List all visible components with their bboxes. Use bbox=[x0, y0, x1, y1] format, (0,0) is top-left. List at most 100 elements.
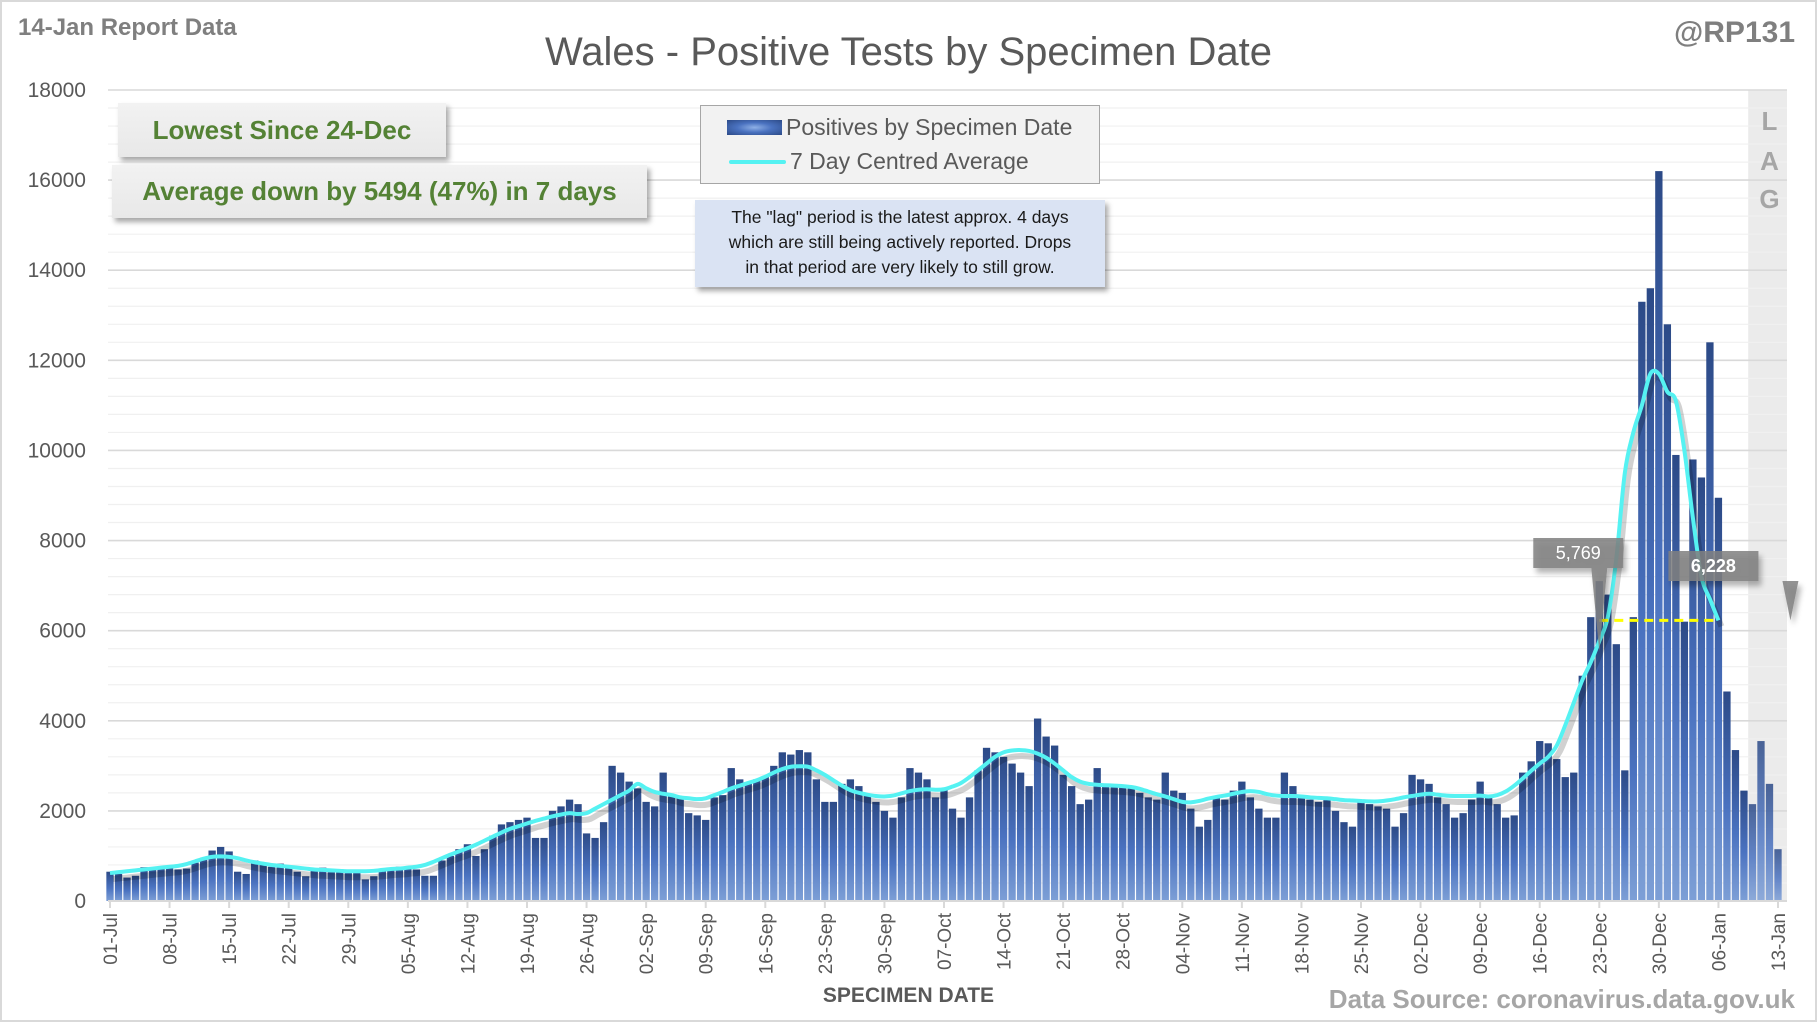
x-tick-label: 30-Dec bbox=[1650, 913, 1671, 974]
bar bbox=[599, 822, 608, 901]
bar bbox=[1016, 772, 1025, 901]
y-tick-label: 10000 bbox=[28, 439, 86, 462]
bar bbox=[191, 862, 199, 901]
bar bbox=[1680, 621, 1689, 901]
bar bbox=[285, 866, 293, 901]
bar bbox=[1740, 790, 1748, 901]
bar bbox=[1484, 797, 1493, 901]
bar bbox=[829, 801, 838, 901]
x-tick-label: 16-Dec bbox=[1531, 913, 1552, 974]
bar bbox=[650, 806, 659, 901]
y-axis: 0 2000 4000 6000 8000 10000 12000 14000 16000 180… bbox=[28, 79, 86, 913]
bar bbox=[1263, 817, 1272, 901]
bar bbox=[880, 810, 889, 901]
bar bbox=[216, 846, 225, 901]
bar bbox=[1697, 477, 1706, 901]
x-tick-label: 19-Aug bbox=[518, 913, 539, 974]
bar bbox=[1391, 826, 1399, 901]
bar bbox=[1612, 644, 1620, 901]
bar bbox=[1374, 806, 1382, 901]
bar bbox=[1136, 792, 1144, 901]
bar bbox=[1621, 770, 1629, 901]
bar bbox=[514, 819, 523, 901]
annotation-box bbox=[1668, 551, 1759, 581]
bar bbox=[353, 873, 361, 901]
bar bbox=[1340, 822, 1348, 901]
bar bbox=[268, 866, 276, 901]
bar bbox=[591, 837, 599, 901]
bar bbox=[1476, 781, 1484, 901]
bar bbox=[1587, 617, 1595, 901]
bar bbox=[463, 844, 472, 901]
x-tick-label: 13-Jan bbox=[1769, 913, 1790, 971]
bar bbox=[625, 781, 633, 901]
bar bbox=[812, 779, 821, 901]
chart-legend: Positives by Specimen Date 7 Day Centred… bbox=[700, 105, 1100, 184]
bar bbox=[1033, 718, 1042, 901]
bar bbox=[872, 801, 880, 901]
x-tick-label: 15-Jul bbox=[220, 913, 241, 965]
legend-bars-label: Positives by Specimen Date bbox=[786, 114, 1073, 140]
legend-line-swatch-icon bbox=[729, 159, 786, 164]
x-tick-label: 29-Jul bbox=[339, 913, 360, 965]
bar bbox=[327, 872, 335, 901]
chart-title: Wales - Positive Tests by Specimen Date bbox=[545, 30, 1272, 74]
annotation-box bbox=[1533, 538, 1624, 568]
bar bbox=[821, 801, 829, 901]
bar bbox=[1561, 777, 1569, 901]
bar bbox=[540, 837, 548, 901]
bar bbox=[361, 879, 369, 901]
bar bbox=[1731, 750, 1740, 901]
bar bbox=[676, 797, 684, 901]
bar bbox=[940, 788, 948, 901]
bar bbox=[965, 797, 974, 901]
bar bbox=[259, 864, 267, 901]
x-tick-label: 26-Aug bbox=[578, 913, 599, 974]
annotation-label: 5,769 bbox=[1556, 543, 1601, 563]
bar bbox=[199, 857, 208, 901]
bar bbox=[702, 819, 710, 901]
bar bbox=[182, 868, 191, 901]
bar bbox=[574, 804, 582, 901]
bar bbox=[1050, 745, 1059, 901]
bar bbox=[1221, 799, 1229, 901]
bar bbox=[531, 837, 540, 901]
x-tick-label: 22-Jul bbox=[280, 913, 301, 965]
bar bbox=[668, 795, 676, 901]
bar bbox=[1170, 790, 1178, 901]
bar bbox=[1459, 813, 1467, 901]
y-tick-label: 6000 bbox=[39, 620, 86, 643]
x-tick-label: 01-Jul bbox=[101, 913, 122, 965]
bar bbox=[616, 772, 625, 901]
bar bbox=[1195, 826, 1203, 901]
bar bbox=[982, 747, 991, 901]
lag-region bbox=[1748, 90, 1787, 901]
x-tick-label: 30-Sep bbox=[875, 913, 896, 974]
bar bbox=[1629, 617, 1637, 901]
bar bbox=[1314, 801, 1323, 901]
bar bbox=[1289, 786, 1297, 901]
bar bbox=[778, 752, 786, 901]
x-tick-label: 21-Oct bbox=[1054, 912, 1075, 970]
y-tick-label: 4000 bbox=[39, 710, 86, 733]
note-line-2: which are still being actively reported.… bbox=[728, 232, 1072, 252]
bar bbox=[1646, 288, 1655, 901]
bar bbox=[1187, 808, 1195, 901]
bar bbox=[1348, 826, 1357, 901]
legend-entry-average: 7 Day Centred Average bbox=[729, 148, 1029, 175]
bar bbox=[1331, 810, 1340, 901]
bar bbox=[131, 875, 140, 901]
bar bbox=[1510, 815, 1518, 901]
bar bbox=[208, 850, 216, 901]
bar bbox=[1519, 772, 1527, 901]
bar bbox=[1238, 781, 1246, 901]
bar bbox=[1442, 804, 1450, 901]
bar bbox=[855, 786, 863, 901]
bar bbox=[1144, 797, 1152, 901]
bar bbox=[225, 851, 233, 901]
average-series bbox=[109, 368, 1725, 883]
bar bbox=[1025, 786, 1033, 901]
bar bbox=[1425, 783, 1433, 901]
legend-entry-bars: Positives by Specimen Date bbox=[727, 114, 1072, 141]
